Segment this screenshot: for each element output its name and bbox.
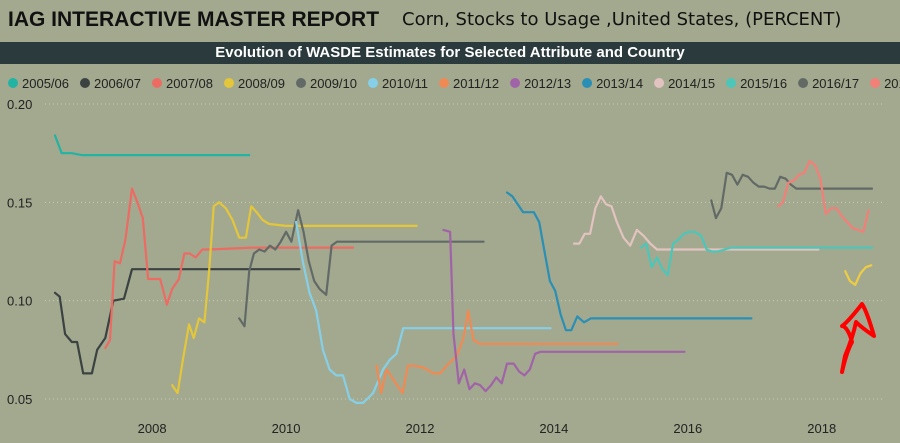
legend-item[interactable]: 2012/13: [510, 76, 571, 91]
legend-label: 2013/14: [596, 76, 643, 91]
legend-swatch-icon: [224, 78, 234, 88]
series-line[interactable]: [295, 220, 552, 404]
series-line[interactable]: [710, 171, 874, 220]
legend-item[interactable]: 2009/10: [296, 76, 357, 91]
legend-item[interactable]: 2005/06: [8, 76, 69, 91]
legend-item[interactable]: 2017/18: [870, 76, 900, 91]
x-tick-label: 2014: [539, 421, 568, 436]
series-line[interactable]: [639, 230, 874, 277]
y-tick-label: 0.20: [7, 97, 32, 112]
legend-label: 2011/12: [453, 76, 499, 91]
legend-item[interactable]: 2011/12: [439, 76, 499, 91]
y-tick-label: 0.15: [7, 195, 32, 210]
legend-label: 2007/08: [166, 76, 213, 91]
chart-grid: [45, 103, 882, 400]
series-line[interactable]: [572, 195, 820, 251]
x-tick-label: 2016: [673, 421, 702, 436]
legend-item[interactable]: 2016/17: [798, 76, 859, 91]
x-tick-label: 2018: [807, 421, 836, 436]
chart-banner: Evolution of WASDE Estimates for Selecte…: [0, 42, 900, 64]
legend-swatch-icon: [582, 78, 593, 88]
legend-label: 2009/10: [310, 76, 357, 91]
legend-label: 2016/17: [812, 76, 859, 91]
annotation-layer: [840, 302, 876, 374]
report-title: IAG INTERACTIVE MASTER REPORT: [8, 8, 380, 31]
y-tick-label: 0.10: [7, 294, 32, 309]
legend-swatch-icon: [152, 78, 162, 88]
legend-label: 2014/15: [668, 76, 715, 91]
legend-swatch-icon: [8, 78, 18, 88]
legend-item[interactable]: 2014/15: [654, 76, 715, 91]
x-axis: 2008 2010 2012 2014 2016 2018: [138, 421, 837, 436]
series-line[interactable]: [171, 201, 418, 395]
series-line[interactable]: [53, 268, 301, 375]
series-line[interactable]: [104, 187, 355, 349]
x-tick-label: 2010: [272, 421, 301, 436]
hand-drawn-arrow-annotation: [840, 302, 876, 374]
x-tick-label: 2012: [406, 421, 435, 436]
y-tick-label: 0.05: [7, 392, 32, 407]
legend-item[interactable]: 2006/07: [80, 76, 141, 91]
legend-label: 2008/09: [238, 76, 285, 91]
legend-label: 2015/16: [740, 76, 787, 91]
legend-label: 2012/13: [524, 76, 571, 91]
legend-swatch-icon: [80, 78, 90, 88]
x-tick-label: 2008: [138, 421, 167, 436]
legend-item[interactable]: 2013/14: [582, 76, 643, 91]
legend-swatch-icon: [296, 78, 306, 88]
report-header: IAG INTERACTIVE MASTER REPORT Corn, Stoc…: [0, 0, 900, 40]
legend-item[interactable]: 2008/09: [224, 76, 285, 91]
series-line[interactable]: [53, 134, 251, 157]
legend-swatch-icon: [798, 78, 809, 88]
legend-swatch-icon: [510, 78, 521, 88]
legend-swatch-icon: [368, 78, 378, 88]
chart-subject-title: Corn, Stocks to Usage ,United States, (P…: [402, 9, 842, 30]
legend-swatch-icon: [439, 78, 450, 88]
legend-label: 2010/11: [382, 76, 428, 91]
legend-item[interactable]: 2010/11: [368, 76, 428, 91]
line-chart: 2005/06 2006/07 2007/08 2008/09 2009/10 2010/…: [7, 76, 900, 436]
chart-legend: 2005/06 2006/07 2007/08 2008/09 2009/10 2010/…: [8, 76, 900, 91]
legend-swatch-icon: [870, 78, 881, 88]
legend-label: 2005/06: [22, 76, 69, 91]
series-line[interactable]: [505, 191, 753, 332]
legend-item[interactable]: 2007/08: [152, 76, 213, 91]
legend-label: 2017/18: [884, 76, 900, 91]
legend-swatch-icon: [726, 78, 737, 88]
series-line[interactable]: [777, 159, 870, 233]
series-line[interactable]: [442, 228, 686, 393]
series-line[interactable]: [238, 209, 485, 328]
series-line[interactable]: [375, 309, 619, 395]
chart-series-group: [53, 134, 874, 404]
legend-swatch-icon: [654, 78, 665, 88]
series-line[interactable]: [844, 264, 873, 286]
y-axis: 0.05 0.10 0.15 0.20: [7, 97, 32, 407]
legend-item[interactable]: 2015/16: [726, 76, 787, 91]
legend-label: 2006/07: [94, 76, 141, 91]
